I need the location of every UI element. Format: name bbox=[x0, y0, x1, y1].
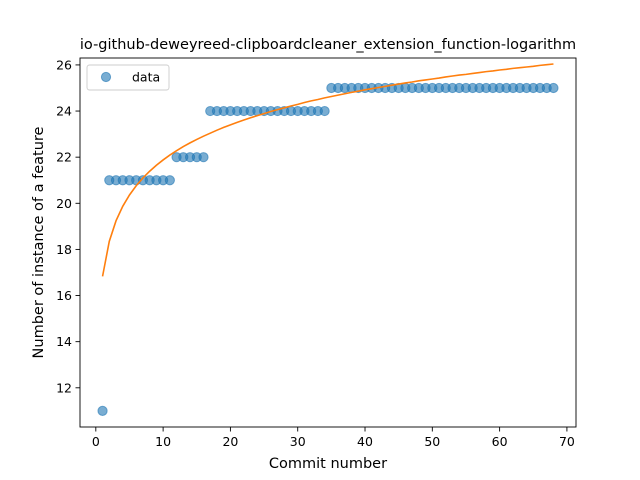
y-tick-label: 22 bbox=[56, 150, 72, 165]
data-point bbox=[319, 105, 330, 117]
y-tick-label: 14 bbox=[56, 334, 72, 349]
x-tick-label: 20 bbox=[222, 434, 238, 449]
legend-label-data: data bbox=[132, 70, 160, 85]
y-tick-label: 16 bbox=[56, 288, 72, 303]
data-point bbox=[97, 405, 108, 416]
tick-group: 0 10 20 30 40 50 60 70 12 14 16 18 20 22 24 26 bbox=[56, 57, 575, 449]
x-tick-label: 0 bbox=[92, 434, 100, 449]
y-tick-label: 26 bbox=[56, 57, 72, 72]
x-tick-label: 60 bbox=[492, 434, 508, 449]
plot-area bbox=[97, 63, 559, 416]
fit-line bbox=[101, 63, 554, 277]
legend: data bbox=[86, 64, 170, 91]
y-tick-label: 20 bbox=[56, 196, 72, 211]
y-tick-label: 18 bbox=[56, 242, 72, 257]
x-tick-label: 70 bbox=[559, 434, 575, 449]
data-point bbox=[164, 175, 175, 186]
y-tick-label: 24 bbox=[56, 104, 72, 119]
x-tick-label: 10 bbox=[155, 434, 171, 449]
data-point bbox=[198, 152, 209, 163]
x-tick-label: 40 bbox=[357, 434, 373, 449]
x-axis-label: Commit number bbox=[269, 456, 387, 472]
x-tick-label: 30 bbox=[290, 434, 306, 449]
plot-frame bbox=[79, 57, 577, 428]
legend-frame bbox=[86, 64, 170, 91]
legend-marker-data bbox=[100, 71, 112, 83]
x-tick-label: 50 bbox=[424, 434, 440, 449]
y-axis-label: Number of instance of a feature bbox=[31, 126, 47, 358]
y-tick-label: 12 bbox=[56, 380, 72, 395]
chart-title: io-github-deweyreed-clipboardcleaner_ext… bbox=[80, 37, 576, 53]
data-point bbox=[548, 82, 559, 94]
